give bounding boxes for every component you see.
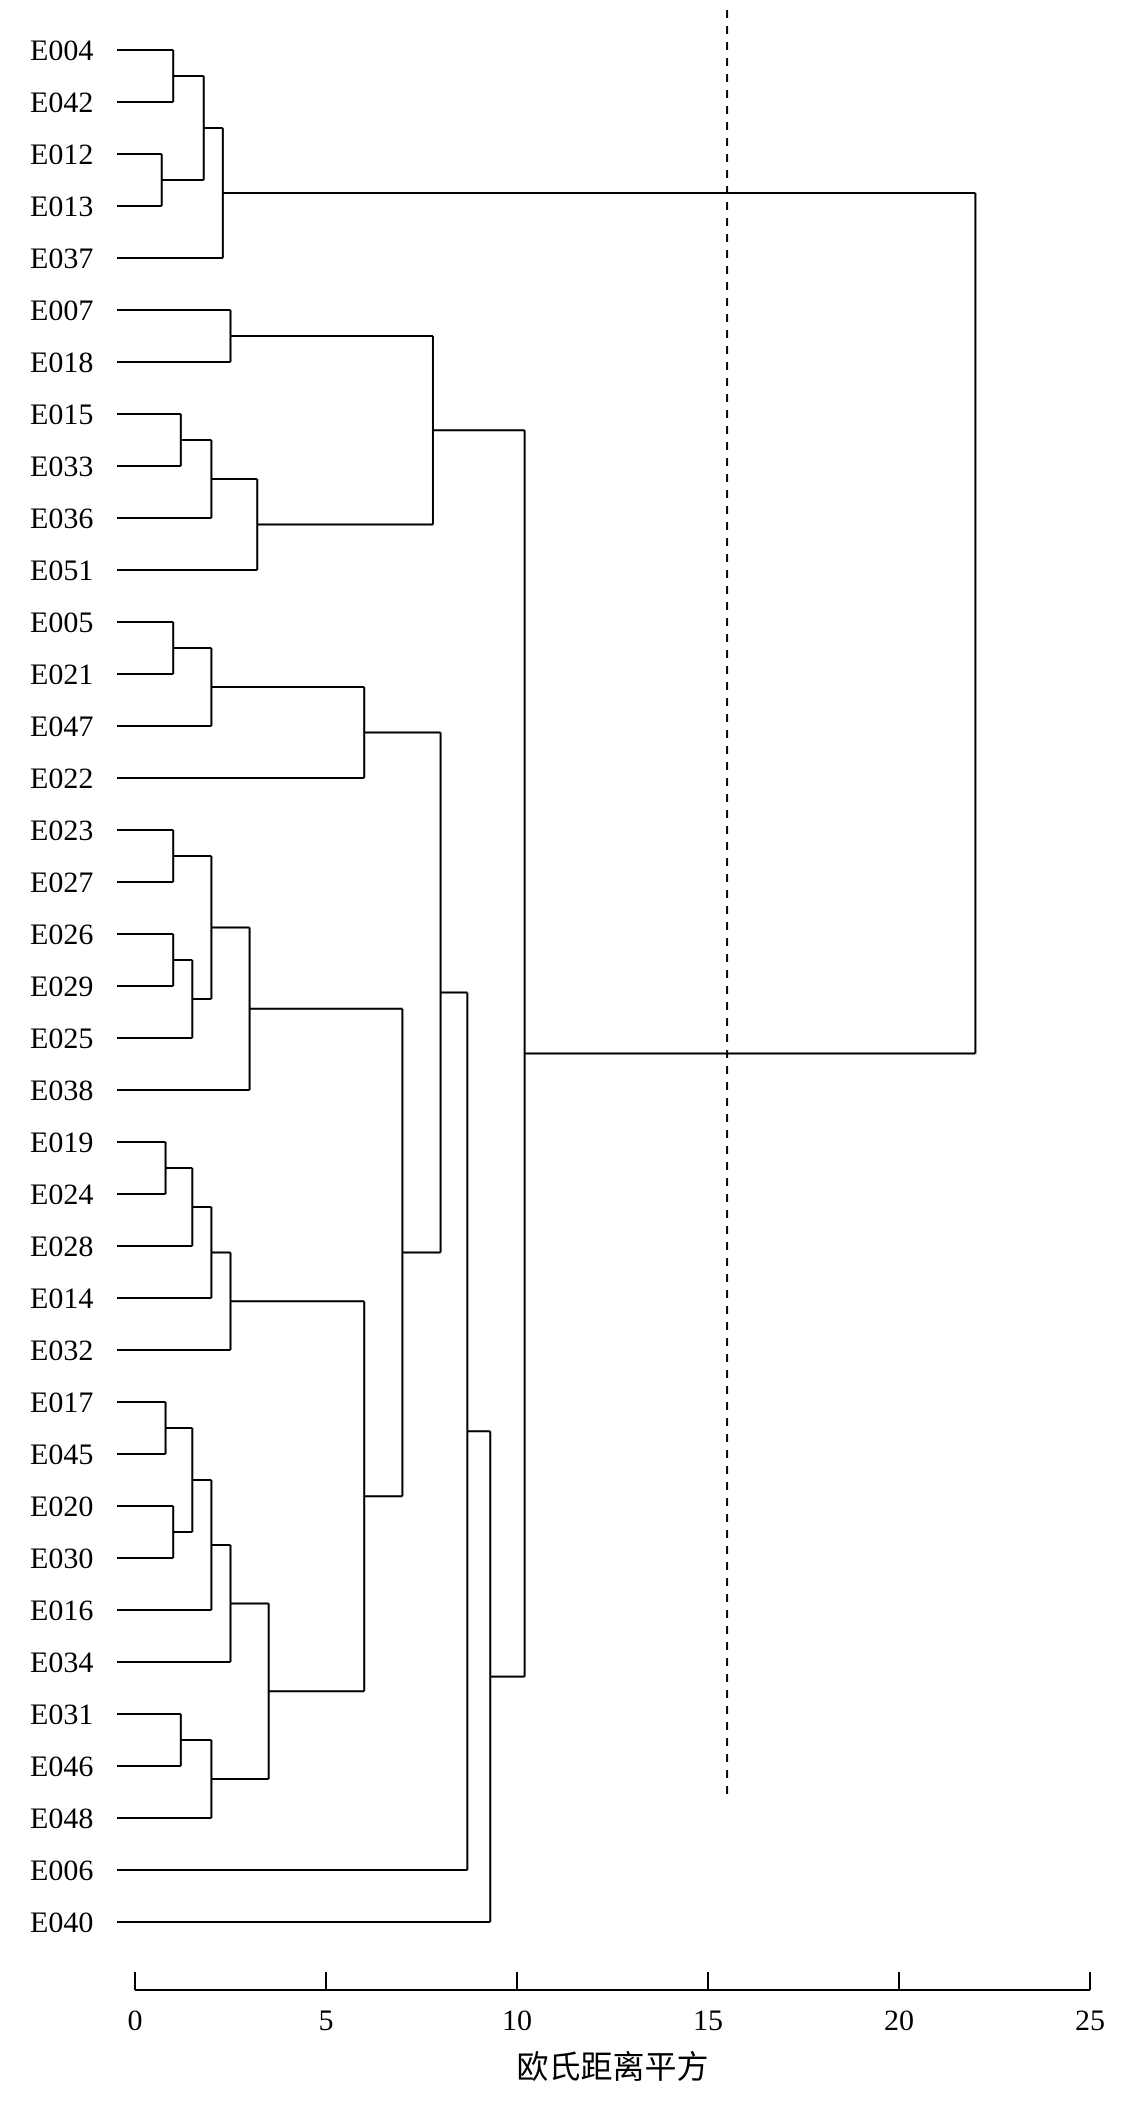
- leaf-label: E014: [30, 1282, 93, 1315]
- leaf-label: E029: [30, 970, 93, 1003]
- leaf-label: E045: [30, 1438, 93, 1471]
- leaf-label: E034: [30, 1646, 93, 1679]
- x-axis-label: 欧氏距离平方: [516, 2049, 708, 2085]
- leaf-label: E048: [30, 1802, 93, 1835]
- leaf-label: E013: [30, 190, 93, 223]
- leaf-label: E030: [30, 1542, 93, 1575]
- leaf-label: E046: [30, 1750, 93, 1783]
- leaf-label: E016: [30, 1594, 93, 1627]
- x-tick-label: 15: [693, 2004, 723, 2037]
- leaf-label: E024: [30, 1178, 93, 1211]
- dendrogram-container: E004 E042 E012 E013 E037 E007 E018 E015 E033 E036…: [0, 0, 1146, 2110]
- leaf-label: E042: [30, 86, 93, 119]
- leaf-label: E047: [30, 710, 93, 743]
- leaf-label: E040: [30, 1906, 93, 1939]
- leaf-label: E032: [30, 1334, 93, 1367]
- leaf-label: E004: [30, 34, 93, 67]
- x-tick-label: 10: [502, 2004, 532, 2037]
- dendrogram-svg: E004 E042 E012 E013 E037 E007 E018 E015 E033 E036…: [0, 0, 1146, 2110]
- leaf-label: E033: [30, 450, 93, 483]
- leaf-label: E031: [30, 1698, 93, 1731]
- leaf-label: E051: [30, 554, 93, 587]
- x-tick-label: 25: [1075, 2004, 1105, 2037]
- leaf-label: E019: [30, 1126, 93, 1159]
- leaf-label: E037: [30, 242, 93, 275]
- leaf-label: E038: [30, 1074, 93, 1107]
- leaf-label: E025: [30, 1022, 93, 1055]
- leaf-label: E022: [30, 762, 93, 795]
- leaf-label: E015: [30, 398, 93, 431]
- leaf-label: E026: [30, 918, 93, 951]
- leaf-label: E020: [30, 1490, 93, 1523]
- leaf-label: E012: [30, 138, 93, 171]
- leaf-label: E007: [30, 294, 93, 327]
- leaf-label: E021: [30, 658, 93, 691]
- leaf-label: E036: [30, 502, 93, 535]
- x-tick-label: 0: [128, 2004, 143, 2037]
- leaf-label: E006: [30, 1854, 93, 1887]
- leaf-label: E018: [30, 346, 93, 379]
- leaf-label: E027: [30, 866, 93, 899]
- leaf-label: E023: [30, 814, 93, 847]
- leaf-label: E017: [30, 1386, 93, 1419]
- x-tick-label: 20: [884, 2004, 914, 2037]
- leaf-label: E028: [30, 1230, 93, 1263]
- x-tick-label: 5: [319, 2004, 334, 2037]
- leaf-label: E005: [30, 606, 93, 639]
